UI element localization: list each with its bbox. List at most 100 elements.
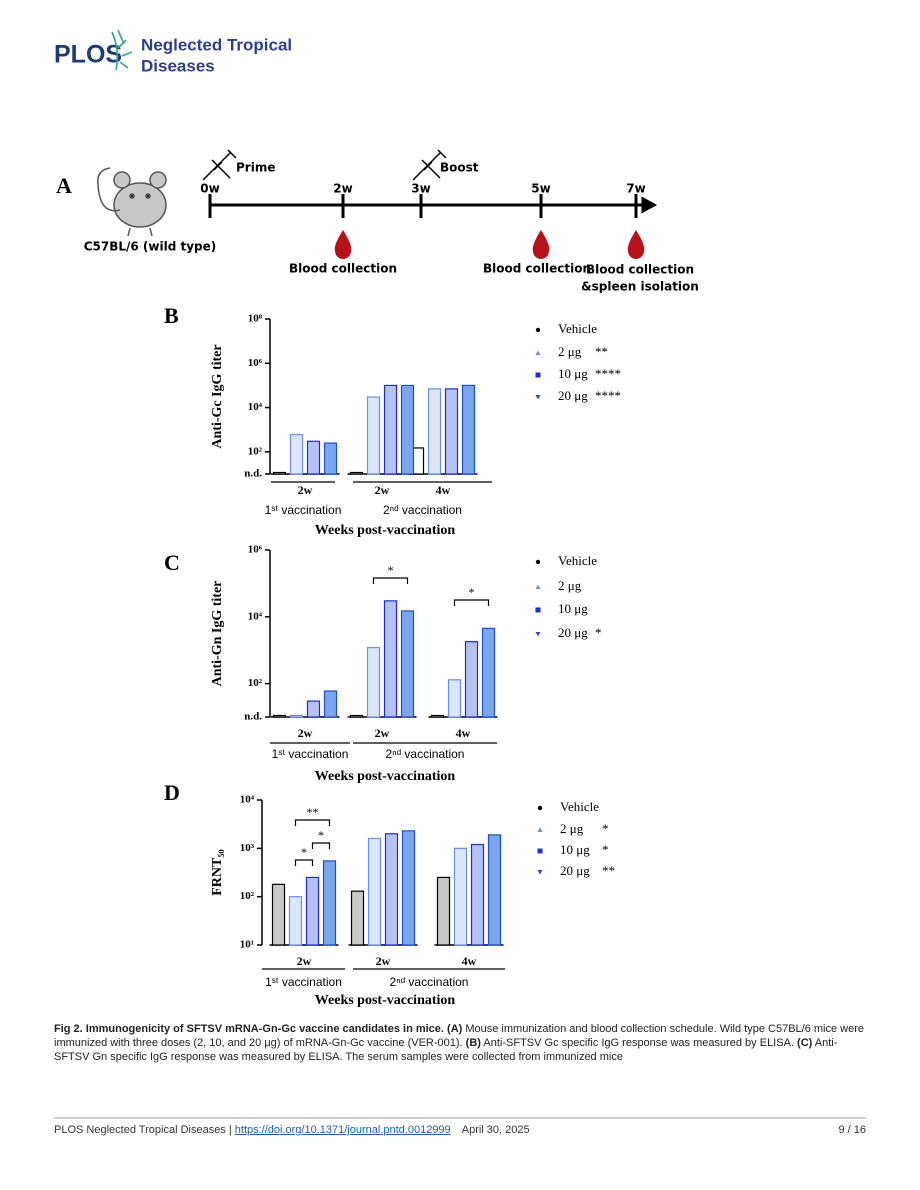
event-label: Prime	[236, 161, 275, 175]
bar	[306, 700, 321, 718]
bar	[366, 646, 381, 718]
y-tick-label: n.d.	[244, 468, 262, 480]
syringe-icon	[202, 149, 447, 181]
panel-label: B	[164, 303, 179, 328]
bar	[400, 610, 415, 718]
x-tick-label: 4w	[456, 726, 471, 740]
y-tick-label: 10⁶	[248, 544, 263, 556]
legend-marker	[535, 327, 541, 333]
x-tick-label: 2w	[297, 954, 312, 968]
legend-significance: ****	[595, 388, 621, 403]
y-axis-label: Anti-Gc IgG titer	[210, 344, 225, 448]
logo: PLOS	[54, 41, 122, 69]
legend-label: 20 μg	[560, 863, 590, 878]
legend-significance: *	[595, 625, 602, 640]
significance-label: *	[301, 845, 307, 859]
bar	[401, 830, 416, 946]
x-tick-label: 2w	[375, 483, 390, 497]
group-label: 2ⁿᵈ vaccination	[390, 975, 469, 989]
legend-marker	[535, 395, 541, 400]
significance-label: *	[469, 585, 475, 599]
bar	[444, 388, 459, 475]
legend-label: 2 μg	[560, 821, 584, 836]
y-axis-label: Anti-Gn IgG titer	[210, 581, 225, 687]
bar	[447, 679, 462, 718]
bar	[430, 714, 445, 718]
bar	[349, 471, 364, 475]
bar	[288, 896, 303, 946]
journal-name: Neglected Tropical	[141, 35, 292, 54]
legend-label: 20 μg	[558, 388, 588, 403]
legend-marker	[535, 584, 541, 589]
significance-label: **	[307, 805, 319, 819]
bar	[470, 843, 485, 946]
legend-significance: *	[602, 821, 609, 836]
x-tick-label: 2w	[298, 726, 313, 740]
y-tick-label: 10²	[240, 890, 255, 902]
footer-date: April 30, 2025	[461, 1124, 530, 1136]
caption-text: Anti-SFTSV Gc specific IgG response was …	[480, 1037, 798, 1049]
bar	[305, 876, 320, 946]
collection-note: &spleen isolation	[581, 280, 699, 294]
x-tick-label: 4w	[462, 954, 477, 968]
panel-label: D	[164, 780, 180, 805]
bar	[367, 837, 382, 946]
legend-marker	[537, 827, 543, 832]
legend-label: 2 μg	[558, 578, 582, 593]
x-tick-label: 2w	[375, 726, 390, 740]
significance-bracket	[311, 842, 331, 849]
legend-label: 20 μg	[558, 625, 588, 640]
y-tick-label: n.d.	[244, 711, 262, 723]
group-label: 1ˢᵗ vaccination	[272, 747, 349, 761]
legend-marker	[535, 372, 541, 378]
legend-marker	[535, 350, 541, 355]
week-label: 5w	[531, 182, 550, 196]
legend-label: 10 μg	[560, 842, 590, 857]
caption-text: Mouse immunization and blood collection …	[54, 1023, 865, 1049]
bar	[436, 876, 451, 946]
bar	[481, 627, 496, 718]
bar	[272, 714, 287, 718]
legend-marker	[535, 607, 541, 613]
bar	[487, 834, 502, 946]
strain-label: C57BL/6 (wild type)	[84, 240, 217, 254]
legend-significance: *	[602, 842, 609, 857]
collection-label: Blood collection	[289, 262, 397, 276]
legend-marker	[537, 848, 543, 854]
y-tick-label: 10³	[240, 842, 255, 854]
bar	[306, 440, 321, 475]
footer: PLOS Neglected Tropical Diseases | https…	[54, 1124, 866, 1136]
collection-label: Blood collection	[483, 262, 591, 276]
event-label: Boost	[440, 161, 479, 175]
bar	[350, 890, 365, 946]
bar	[464, 641, 479, 718]
week-label: 7w	[626, 182, 645, 196]
x-axis-label: Weeks post-vaccination	[315, 993, 456, 1008]
y-tick-label: 10⁸	[248, 313, 263, 325]
week-label: 0w	[200, 182, 219, 196]
doi-link[interactable]: https://doi.org/10.1371/journal.pntd.001…	[234, 1124, 451, 1136]
bar	[366, 396, 381, 475]
legend-significance: **	[595, 344, 608, 359]
significance-label: *	[388, 563, 394, 577]
bar	[453, 847, 468, 946]
legend-label: Vehicle	[558, 553, 597, 568]
legend-significance: **	[602, 863, 615, 878]
y-tick-label: 10⁴	[248, 401, 263, 413]
legend-label: Vehicle	[560, 799, 599, 814]
significance-bracket	[294, 819, 331, 826]
bar	[271, 883, 286, 946]
legend-label: 2 μg	[558, 344, 582, 359]
legend-label: Vehicle	[558, 321, 597, 336]
legend-marker	[535, 632, 541, 637]
group-label: 1ˢᵗ vaccination	[265, 503, 342, 517]
x-tick-label: 2w	[298, 483, 313, 497]
panel-label: C	[164, 550, 180, 575]
x-tick-label: 4w	[436, 483, 451, 497]
y-tick-label: 10¹	[240, 939, 254, 951]
panel-label: A	[56, 173, 72, 198]
legend-significance: ****	[595, 366, 621, 381]
y-axis-label: FRNT₅₀	[210, 849, 225, 896]
bar	[383, 600, 398, 718]
